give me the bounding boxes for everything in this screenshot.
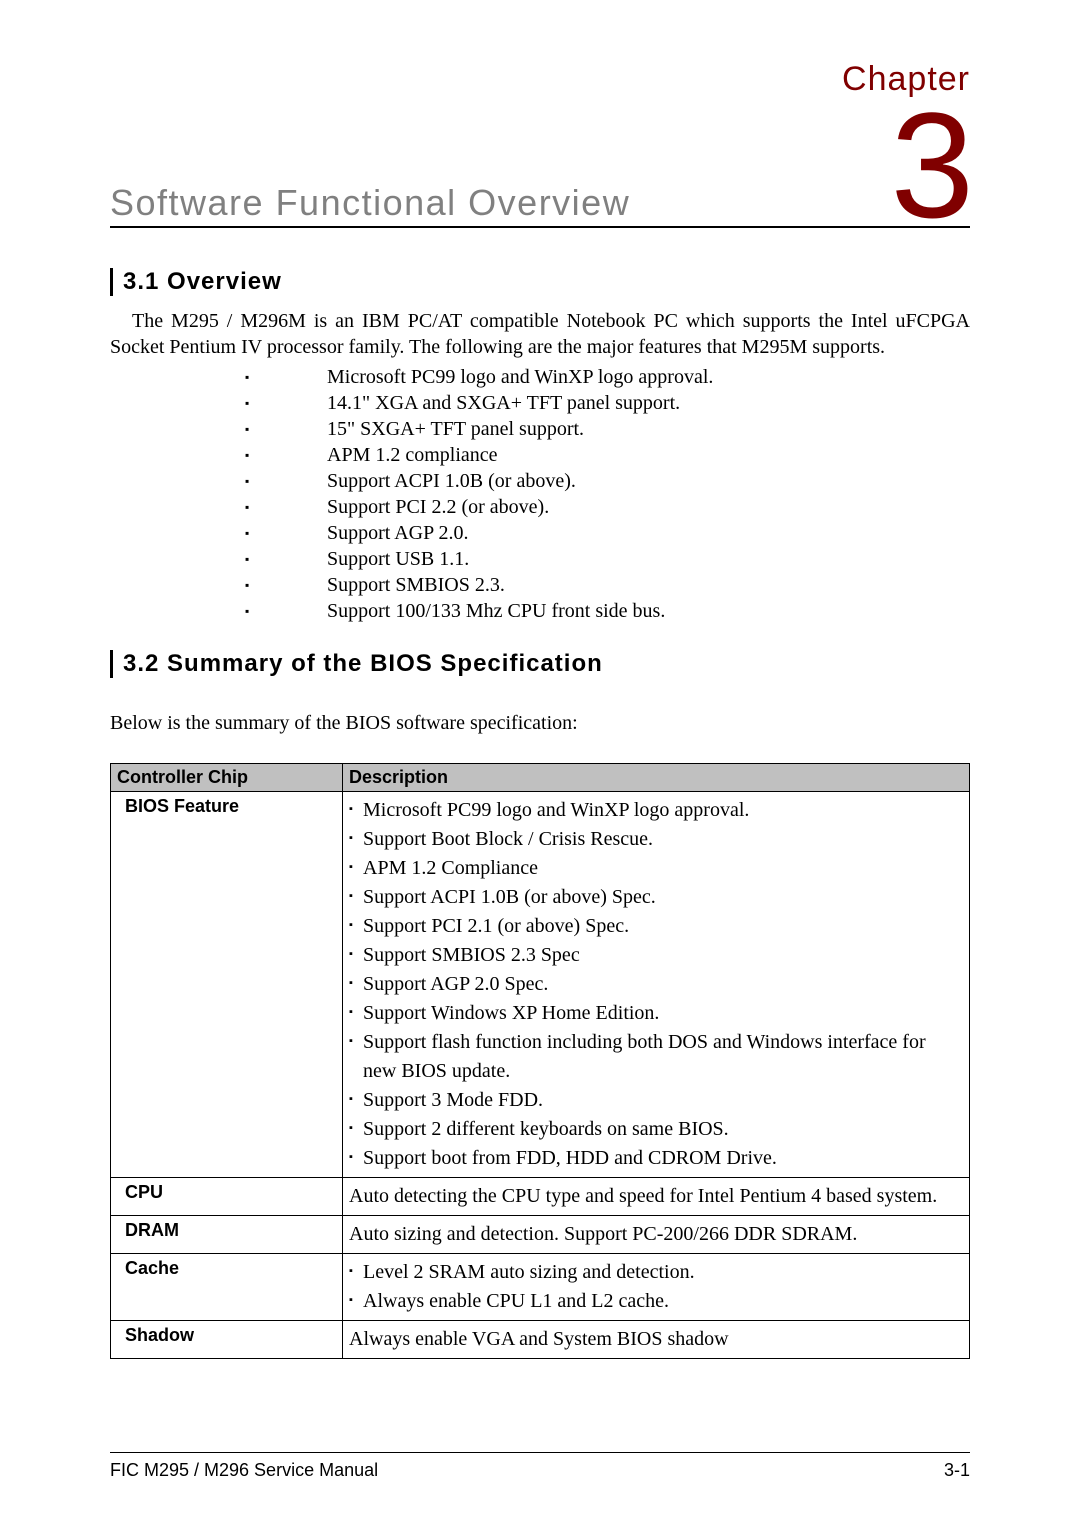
table-row-label: Shadow [111, 1320, 343, 1358]
table-row-description: Microsoft PC99 logo and WinXP logo appro… [343, 791, 970, 1177]
title-row: Software Functional Overview [110, 182, 970, 228]
overview-bullet-item: Support SMBIOS 2.3. [245, 572, 970, 598]
overview-bullet-list: Microsoft PC99 logo and WinXP logo appro… [245, 364, 970, 624]
overview-bullet-item: APM 1.2 compliance [245, 442, 970, 468]
table-row-description: Always enable VGA and System BIOS shadow [343, 1320, 970, 1358]
table-row-label: Cache [111, 1253, 343, 1320]
table-list-item: Support 3 Mode FDD. [349, 1086, 959, 1115]
table-row: ShadowAlways enable VGA and System BIOS … [111, 1320, 970, 1358]
table-list-item: Always enable CPU L1 and L2 cache. [349, 1287, 959, 1316]
page-footer: FIC M295 / M296 Service Manual 3-1 [110, 1460, 970, 1481]
overview-bullet-item: 15" SXGA+ TFT panel support. [245, 416, 970, 442]
table-row: BIOS FeatureMicrosoft PC99 logo and WinX… [111, 791, 970, 1177]
overview-bullet-item: 14.1" XGA and SXGA+ TFT panel support. [245, 390, 970, 416]
table-list-item: Support AGP 2.0 Spec. [349, 970, 959, 999]
bios-intro-paragraph: Below is the summary of the BIOS softwar… [110, 712, 970, 735]
footer-divider [110, 1452, 970, 1453]
table-header-row: Controller Chip Description [111, 763, 970, 791]
table-row: CacheLevel 2 SRAM auto sizing and detect… [111, 1253, 970, 1320]
overview-bullet-item: Support USB 1.1. [245, 546, 970, 572]
footer-left: FIC M295 / M296 Service Manual [110, 1460, 378, 1481]
table-list-item: Level 2 SRAM auto sizing and detection. [349, 1258, 959, 1287]
table-list-item: Support SMBIOS 2.3 Spec [349, 941, 959, 970]
table-list-item: Support ACPI 1.0B (or above) Spec. [349, 883, 959, 912]
table-row-label: CPU [111, 1177, 343, 1215]
table-row-description: Level 2 SRAM auto sizing and detection.A… [343, 1253, 970, 1320]
section-heading-overview: 3.1 Overview [110, 268, 970, 296]
table-row-label: DRAM [111, 1215, 343, 1253]
table-header-col1: Controller Chip [111, 763, 343, 791]
table-list-item: Support Boot Block / Crisis Rescue. [349, 825, 959, 854]
footer-right: 3-1 [944, 1460, 970, 1481]
overview-bullet-item: Support ACPI 1.0B (or above). [245, 468, 970, 494]
table-list-item: Support PCI 2.1 (or above) Spec. [349, 912, 959, 941]
table-row: DRAMAuto sizing and detection. Support P… [111, 1215, 970, 1253]
overview-bullet-item: Support AGP 2.0. [245, 520, 970, 546]
bios-spec-table: Controller Chip Description BIOS Feature… [110, 763, 970, 1359]
table-list-item: APM 1.2 Compliance [349, 854, 959, 883]
table-row-label: BIOS Feature [111, 791, 343, 1177]
overview-bullet-item: Support 100/133 Mhz CPU front side bus. [245, 598, 970, 624]
table-header-col2: Description [343, 763, 970, 791]
page-title: Software Functional Overview [110, 182, 970, 224]
table-list-item: Microsoft PC99 logo and WinXP logo appro… [349, 796, 959, 825]
table-plain-text: Auto detecting the CPU type and speed fo… [349, 1182, 959, 1211]
table-list-item: Support flash function including both DO… [349, 1028, 959, 1086]
table-plain-text: Always enable VGA and System BIOS shadow [349, 1325, 959, 1354]
table-row-description: Auto detecting the CPU type and speed fo… [343, 1177, 970, 1215]
table-row: CPUAuto detecting the CPU type and speed… [111, 1177, 970, 1215]
table-list-item: Support boot from FDD, HDD and CDROM Dri… [349, 1144, 959, 1173]
section-heading-bios: 3.2 Summary of the BIOS Specification [110, 650, 970, 678]
table-plain-text: Auto sizing and detection. Support PC-20… [349, 1220, 959, 1249]
overview-bullet-item: Microsoft PC99 logo and WinXP logo appro… [245, 364, 970, 390]
overview-bullet-item: Support PCI 2.2 (or above). [245, 494, 970, 520]
table-list-item: Support 2 different keyboards on same BI… [349, 1115, 959, 1144]
table-list-item: Support Windows XP Home Edition. [349, 999, 959, 1028]
overview-paragraph: The M295 / M296M is an IBM PC/AT compati… [110, 308, 970, 360]
table-row-description: Auto sizing and detection. Support PC-20… [343, 1215, 970, 1253]
